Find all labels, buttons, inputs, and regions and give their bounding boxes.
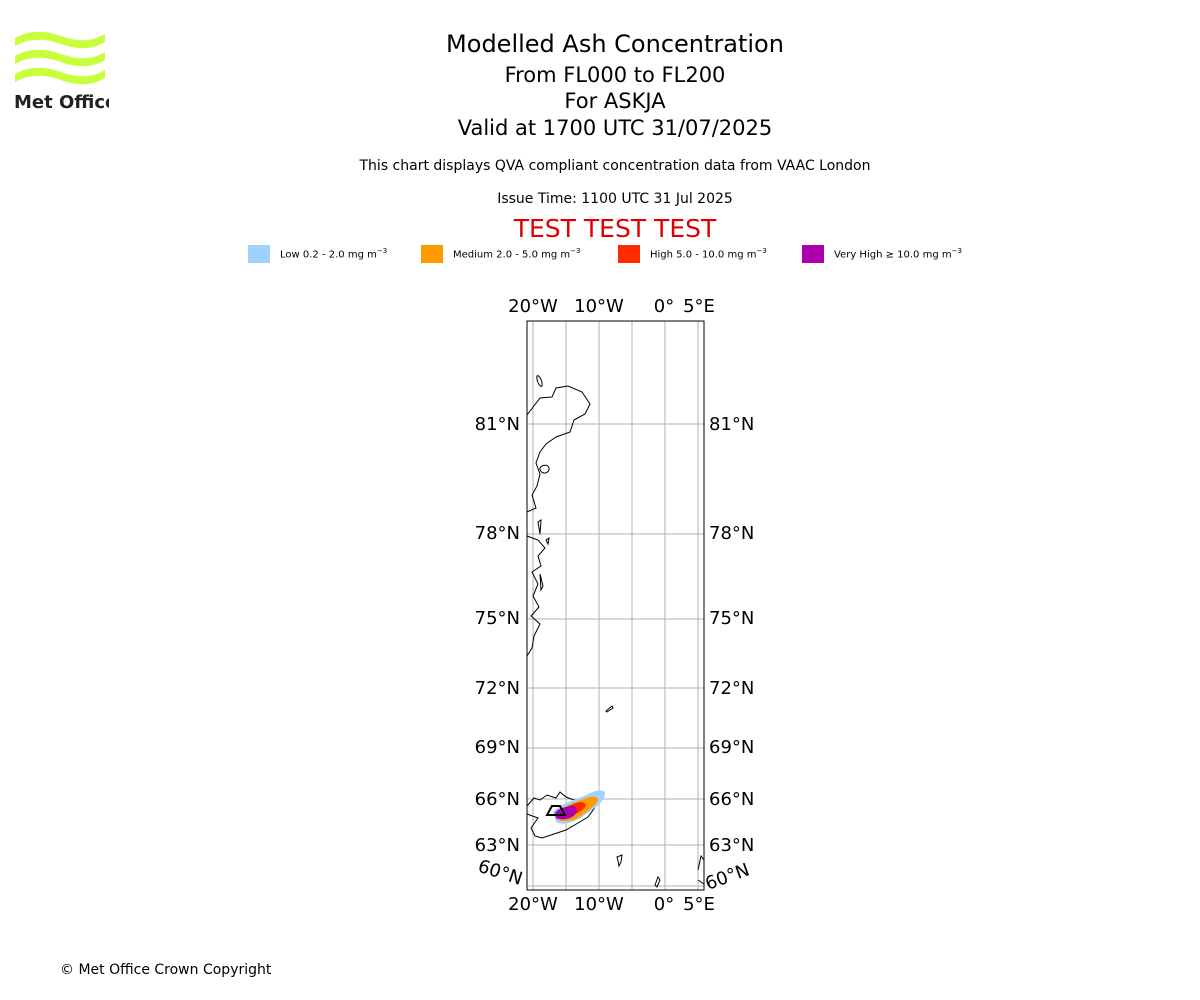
legend-label-very-high: Very High ≥ 10.0 mg m−3: [834, 247, 962, 261]
faroe-islands: [616, 854, 623, 868]
lon-label-top-5e: 5°E: [683, 296, 715, 317]
legend-item-medium: Medium 2.0 - 5.0 mg m−3: [421, 244, 580, 264]
lon-label-top-0: 0°: [654, 296, 674, 317]
lat-label-right-66n: 66°N: [709, 789, 754, 810]
lat-label-left-78n: 78°N: [475, 523, 520, 544]
lat-label-right-63n: 63°N: [709, 835, 754, 856]
lat-label-left-81n: 81°N: [475, 414, 520, 435]
norway-coast: [697, 854, 705, 885]
legend-swatch-high: [618, 245, 640, 263]
ash-very-high-area: [555, 806, 577, 820]
issue-time: Issue Time: 1100 UTC 31 Jul 2025: [497, 191, 733, 207]
lon-label-top-20w: 20°W: [508, 296, 558, 317]
lat-label-left-60n: 60°N: [475, 856, 525, 890]
lat-labels-left: 81°N 78°N 75°N 72°N 69°N 66°N 63°N 60°N: [475, 414, 525, 890]
greenland-coast: [526, 385, 591, 657]
lat-label-left-63n: 63°N: [475, 835, 520, 856]
lon-label-top-10w: 10°W: [574, 296, 624, 317]
map-frame: [526, 320, 705, 891]
lat-label-right-75n: 75°N: [709, 608, 754, 629]
met-office-logo: Met Office: [14, 30, 117, 116]
legend-label-medium: Medium 2.0 - 5.0 mg m−3: [453, 247, 581, 261]
greenland-islands: [536, 375, 550, 592]
test-banner: TEST TEST TEST: [513, 214, 717, 243]
lat-label-right-69n: 69°N: [709, 737, 754, 758]
legend-item-low: Low 0.2 - 2.0 mg m−3: [248, 244, 387, 264]
lat-label-right-78n: 78°N: [709, 523, 754, 544]
legend-swatch-low: [248, 245, 270, 263]
lat-label-left-66n: 66°N: [475, 789, 520, 810]
lon-labels-bottom: 20°W 10°W 0° 5°E: [508, 894, 715, 915]
legend-item-very-high: Very High ≥ 10.0 mg m−3: [802, 244, 962, 264]
flight-level-range: From FL000 to FL200: [504, 63, 726, 87]
legend-swatch-medium: [421, 245, 443, 263]
met-office-waves-logo-icon: Met Office: [14, 31, 117, 113]
legend-label-low: Low 0.2 - 2.0 mg m−3: [280, 247, 388, 261]
lon-label-bottom-0: 0°: [654, 894, 674, 915]
lat-labels-right: 81°N 78°N 75°N 72°N 69°N 66°N 63°N 60°N: [703, 414, 755, 895]
logo-text: Met Office: [14, 92, 109, 112]
lat-label-right-60n: 60°N: [703, 859, 753, 894]
lon-label-bottom-20w: 20°W: [508, 894, 558, 915]
lat-label-left-75n: 75°N: [475, 608, 520, 629]
ash-plume: [545, 790, 606, 824]
chart-title: Modelled Ash Concentration: [446, 30, 784, 58]
shetland-islands: [654, 875, 661, 888]
copyright-notice: © Met Office Crown Copyright: [60, 962, 272, 978]
legend-swatch-very-high: [802, 245, 824, 263]
chart-description: This chart displays QVA compliant concen…: [359, 158, 871, 174]
coastlines: [526, 375, 705, 888]
lon-label-bottom-5e: 5°E: [683, 894, 715, 915]
volcano-name: For ASKJA: [564, 89, 666, 113]
lat-label-right-81n: 81°N: [709, 414, 754, 435]
valid-time: Valid at 1700 UTC 31/07/2025: [457, 116, 773, 140]
volcano-marker-icon: [545, 805, 567, 816]
lat-label-left-72n: 72°N: [475, 678, 520, 699]
legend-item-high: High 5.0 - 10.0 mg m−3: [618, 244, 767, 264]
jan-mayen: [605, 705, 614, 713]
lon-label-bottom-10w: 10°W: [574, 894, 624, 915]
lat-label-right-72n: 72°N: [709, 678, 754, 699]
map-gridlines: [527, 321, 704, 890]
legend-label-high: High 5.0 - 10.0 mg m−3: [650, 247, 767, 261]
lon-labels-top: 20°W 10°W 0° 5°E: [508, 296, 715, 317]
lat-label-left-69n: 69°N: [475, 737, 520, 758]
